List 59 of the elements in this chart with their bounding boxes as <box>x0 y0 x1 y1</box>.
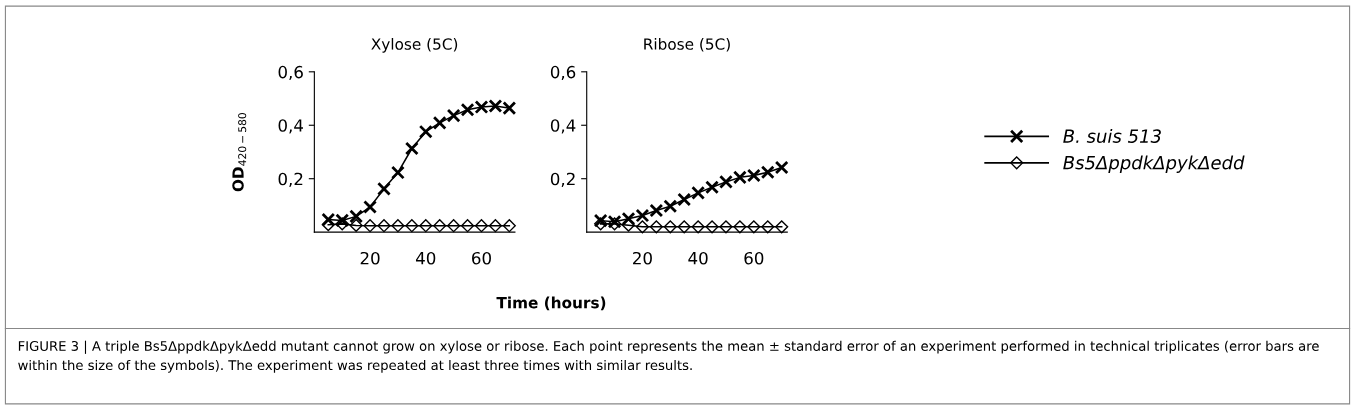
point <box>719 174 733 189</box>
x-tick-label: 40 <box>688 251 708 265</box>
point <box>705 180 719 195</box>
point <box>677 220 691 234</box>
x-tick-label: 20 <box>633 251 652 265</box>
point <box>363 219 377 233</box>
point <box>677 192 692 207</box>
x-tick-label: 60 <box>472 251 491 265</box>
y-tick-label: 0,2 <box>278 172 303 187</box>
point <box>775 220 789 234</box>
x-tick-label: 60 <box>744 251 764 265</box>
y-tick-label: 0,4 <box>278 119 304 134</box>
point <box>594 217 608 231</box>
point <box>447 219 461 233</box>
point <box>663 220 677 234</box>
point <box>635 220 650 234</box>
y-tick-label: 0,6 <box>278 65 303 81</box>
point <box>335 217 349 231</box>
legend-label: Bs5ΔppdkΔpykΔedd <box>1063 155 1245 173</box>
point <box>405 219 419 233</box>
point <box>663 199 678 214</box>
chart-title: Ribose (5C) <box>644 37 730 52</box>
point <box>488 219 502 233</box>
caption: FIGURE 3 | A triple Bs5ΔppdkΔpykΔedd mutant cannot grow on xylose or ribose. Each point represents the mean ± standard error of an experiment performed in technical triplicates (error bars are within the size of the symbols). The experiment was repeated at least three times with similar results. <box>18 340 1319 373</box>
point <box>649 203 664 218</box>
point <box>390 165 405 180</box>
point <box>377 181 391 196</box>
point <box>433 219 447 233</box>
point <box>691 185 706 200</box>
point <box>774 160 789 175</box>
x-axis-title: Time (hours) <box>496 296 606 311</box>
point <box>404 141 419 156</box>
point <box>460 219 475 233</box>
point <box>719 220 733 234</box>
point <box>419 219 433 233</box>
point <box>502 219 516 233</box>
point <box>691 220 705 234</box>
point <box>474 219 489 233</box>
y-axis-title: OD$_{420−580}$ <box>232 113 247 192</box>
legend-label: B. suis 513 <box>1063 128 1161 143</box>
point <box>418 124 433 139</box>
point <box>446 108 461 123</box>
chart-title: Xylose (5C) <box>371 37 458 53</box>
y-tick-label: 0,2 <box>550 172 575 187</box>
x-tick-label: 40 <box>415 251 436 265</box>
point <box>391 219 405 233</box>
y-tick-label: 0,4 <box>550 119 576 134</box>
point <box>747 220 761 234</box>
point <box>761 220 775 234</box>
point <box>349 209 364 224</box>
point <box>432 115 447 130</box>
point <box>377 219 391 233</box>
point <box>733 220 747 234</box>
point <box>649 220 663 234</box>
point <box>349 218 363 233</box>
y-tick-label: 0,6 <box>550 65 576 81</box>
x-tick-label: 20 <box>360 251 380 265</box>
point <box>705 220 719 234</box>
point <box>363 200 378 214</box>
